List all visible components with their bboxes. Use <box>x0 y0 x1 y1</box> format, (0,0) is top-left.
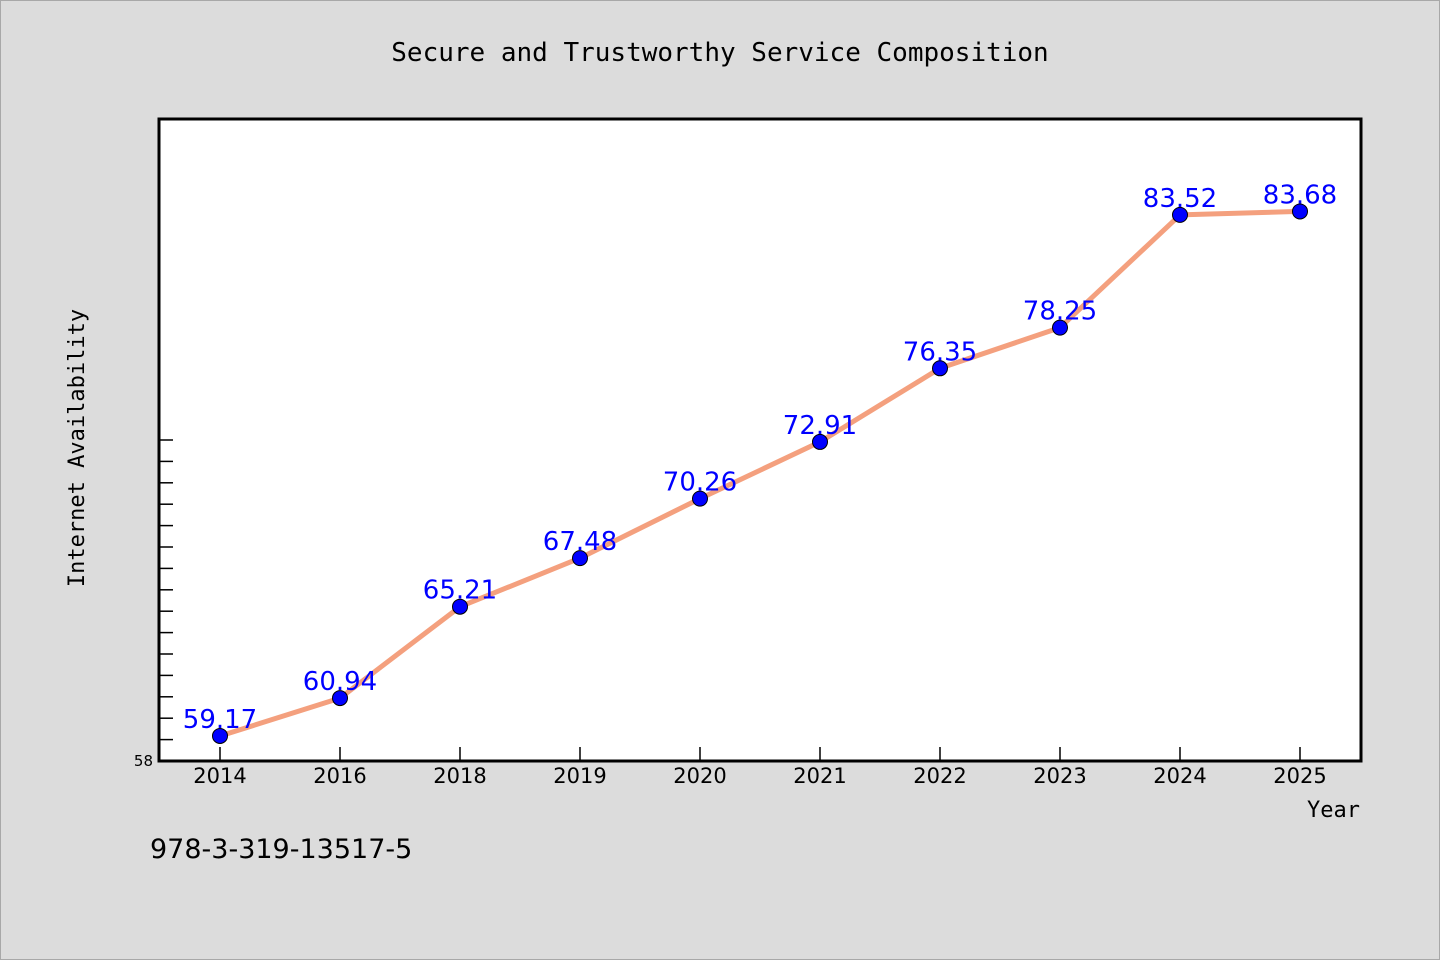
data-label: 76.35 <box>903 337 977 367</box>
data-point <box>452 598 468 615</box>
data-label: 83.52 <box>1143 184 1217 214</box>
data-label: 67.48 <box>543 527 617 557</box>
data-point <box>1292 203 1308 220</box>
y-tick-label: 58 <box>134 752 153 770</box>
data-label: 60.94 <box>303 667 377 697</box>
x-tick-label: 2022 <box>913 764 966 788</box>
x-tick-label: 2021 <box>793 764 846 788</box>
x-tick-label: 2018 <box>433 764 486 788</box>
data-point <box>1172 206 1188 223</box>
data-point <box>932 360 948 377</box>
data-label: 70.26 <box>663 468 737 498</box>
y-axis-ticks: 58 <box>134 439 173 770</box>
isbn-code: 978-3-319-13517-5 <box>150 834 413 865</box>
x-tick-label: 2025 <box>1273 764 1326 788</box>
data-point <box>332 690 348 707</box>
data-label: 83.68 <box>1263 180 1337 210</box>
data-label: 72.91 <box>783 411 857 441</box>
y-axis-label: Internet Availability <box>65 309 90 587</box>
series-layer: 59.17 60.94 65.21 67.48 70.26 72.91 76.35 78.25… <box>183 180 1337 744</box>
x-tick-label: 2016 <box>313 764 366 788</box>
chart-title: Secure and Trustworthy Service Compositi… <box>391 38 1048 68</box>
data-point <box>812 433 828 450</box>
data-point <box>1052 319 1068 336</box>
x-tick-label: 2024 <box>1153 764 1206 788</box>
plot-area <box>157 117 1363 763</box>
series-line <box>217 208 1303 739</box>
x-axis-label: Year <box>1307 798 1360 823</box>
data-label: 78.25 <box>1023 297 1097 327</box>
x-tick-label: 2019 <box>553 764 606 788</box>
x-tick-label: 2020 <box>673 764 726 788</box>
data-point <box>692 490 708 507</box>
data-point <box>212 727 228 744</box>
x-axis-ticks: 2014 2016 2018 2019 2020 2021 2022 2023 2024 2025 <box>193 747 1327 788</box>
x-tick-label: 2023 <box>1033 764 1086 788</box>
data-label: 59.17 <box>183 705 257 735</box>
data-point <box>572 550 588 567</box>
data-label: 65.21 <box>423 576 497 606</box>
x-tick-label: 2014 <box>193 764 246 788</box>
